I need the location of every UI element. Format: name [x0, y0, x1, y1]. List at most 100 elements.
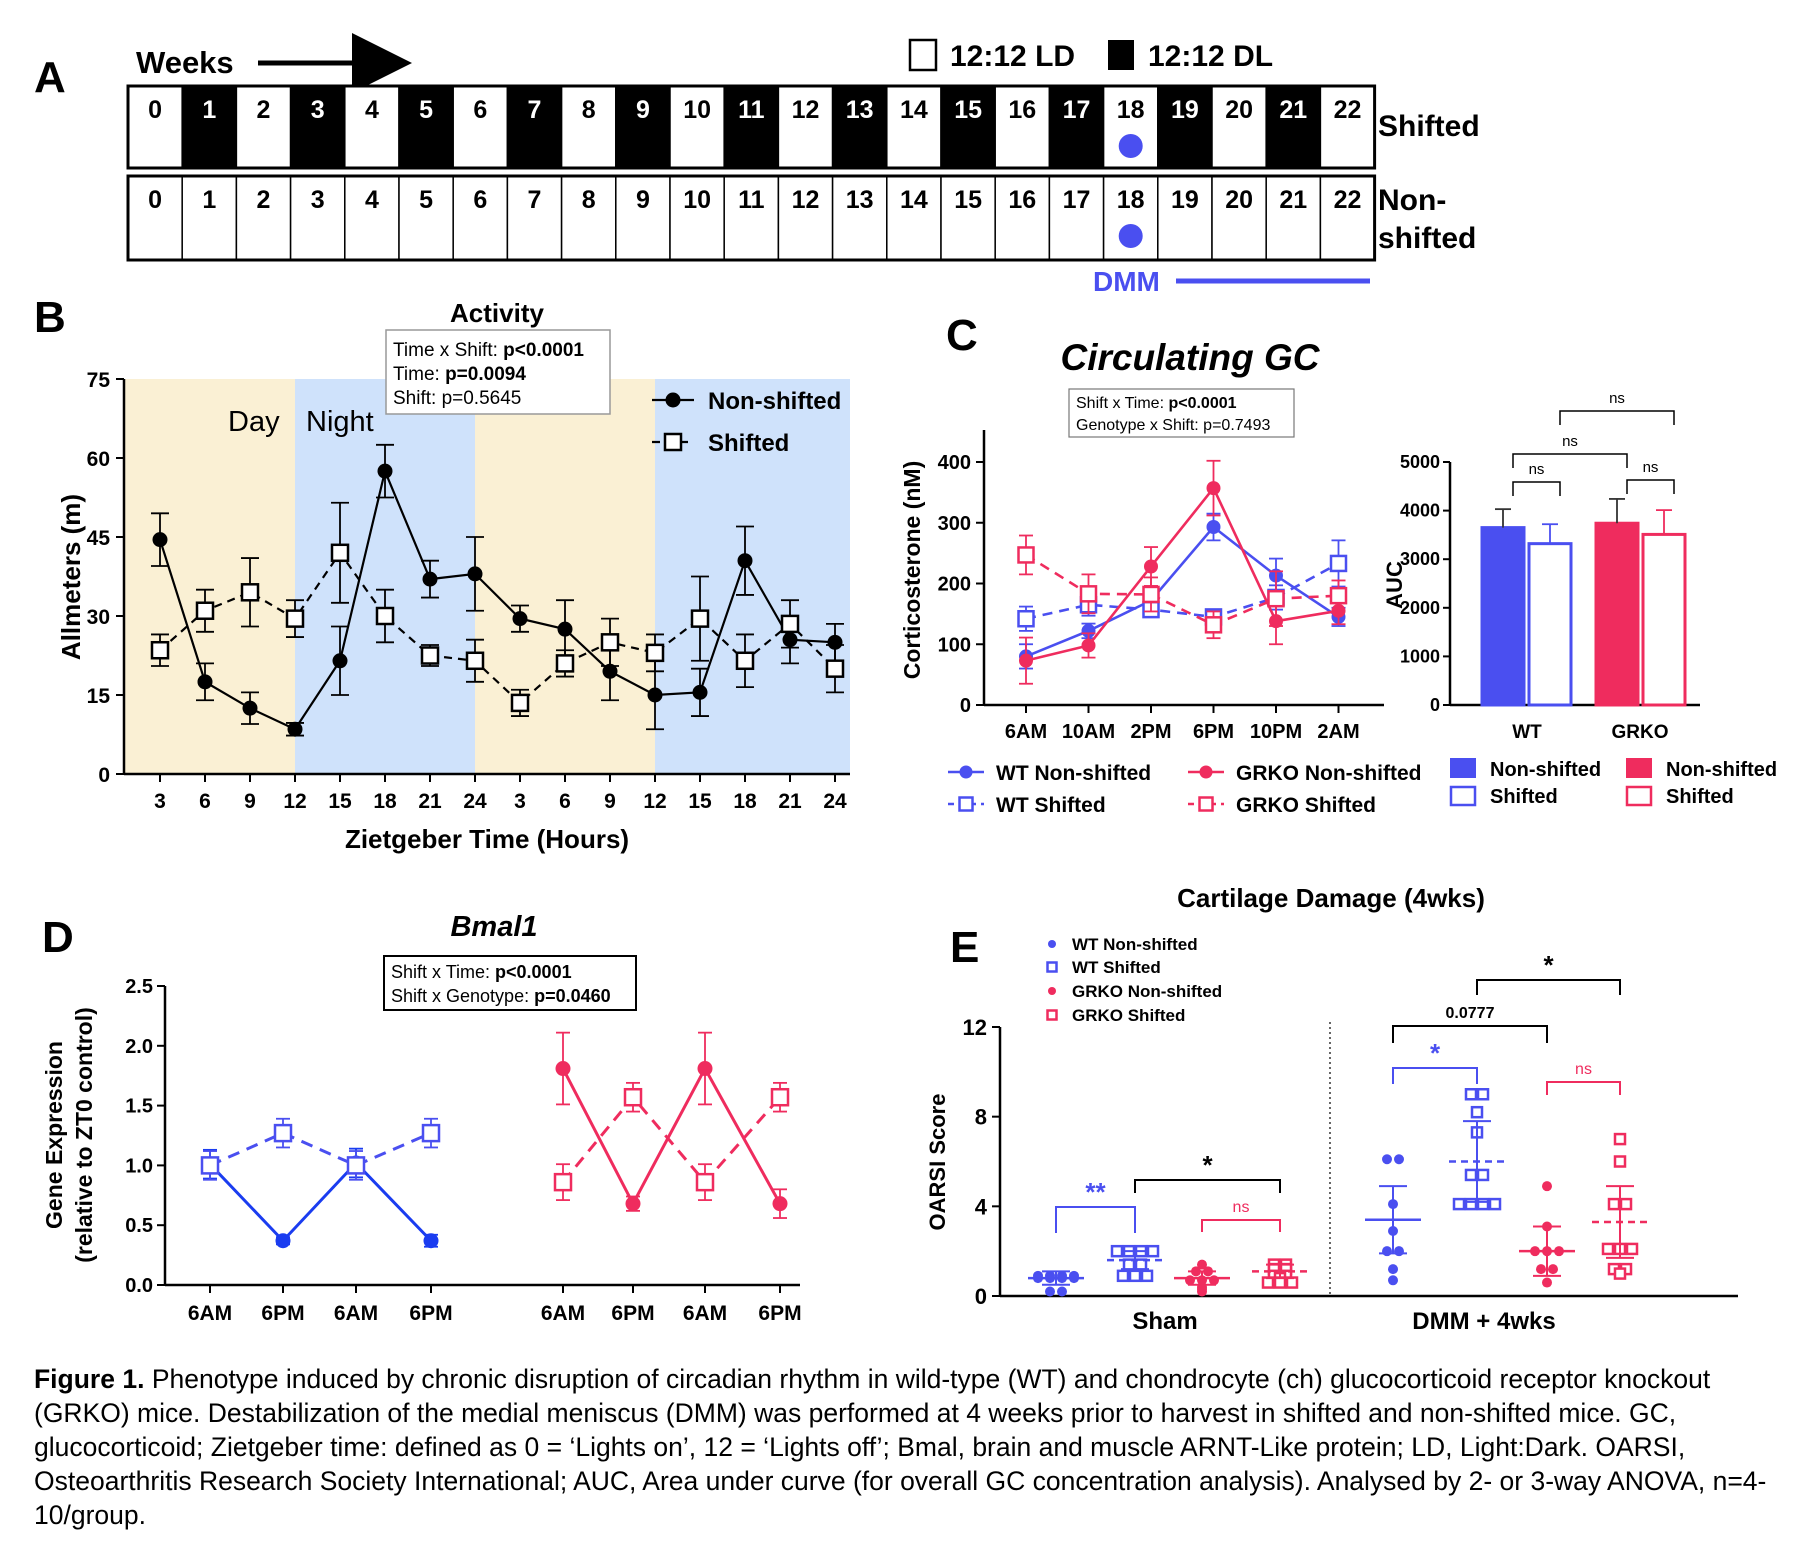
oarsi-point	[1464, 1088, 1478, 1101]
legend-dl-swatch	[1108, 40, 1134, 70]
day-label: Day	[228, 406, 280, 438]
y-tick-label: 0	[98, 764, 110, 787]
week-number: 8	[582, 96, 596, 124]
week-number: 10	[683, 96, 711, 124]
significance-bracket	[1201, 1219, 1281, 1232]
oarsi-point	[1197, 1286, 1207, 1297]
data-point	[287, 721, 303, 737]
data-point	[1017, 609, 1035, 628]
data-point	[1206, 481, 1221, 496]
chart-d-annotation-box	[383, 955, 637, 1011]
week-number: 19	[1171, 186, 1199, 214]
caption-bold: Figure 1.	[34, 1364, 145, 1394]
panel-label-a: A	[34, 53, 66, 102]
y-tick-label: 30	[87, 606, 110, 629]
x-tick-label: 10PM	[1250, 721, 1302, 743]
day-shading	[124, 379, 295, 774]
panel-c: C Circulating GC Shift x Time: p<0.0001 …	[899, 311, 1777, 817]
week-cell	[1319, 175, 1376, 261]
oarsi-point	[1625, 1242, 1639, 1256]
data-point	[735, 651, 755, 671]
x-tick-label: 12	[283, 790, 306, 813]
week-number: 14	[900, 96, 928, 124]
legend-marker	[665, 392, 681, 408]
y-axis-title: Gene Expression	[41, 1041, 67, 1229]
y-tick-label: 4000	[1400, 501, 1440, 521]
oarsi-point	[1613, 1155, 1627, 1168]
week-number: 8	[582, 186, 596, 214]
week-number: 9	[636, 186, 650, 214]
week-cell	[1048, 175, 1105, 261]
y-tick-label: 2000	[1400, 598, 1440, 618]
week-number: 4	[365, 96, 379, 124]
x-tick-label: 18	[733, 790, 757, 813]
x-tick-label: 3	[514, 790, 526, 813]
week-cell	[1157, 175, 1213, 261]
x-tick-label: 6	[559, 790, 571, 813]
series-line	[1025, 525, 1340, 658]
series-line	[1025, 562, 1340, 621]
week-cell	[831, 175, 888, 261]
activity-chart: Day Night 0 15 30 45 60 75 3 6 9 12 15 18 21 24 3 6 9 12 15 1…	[56, 369, 850, 854]
comparison-bracket	[1626, 479, 1675, 494]
oarsi-point	[1476, 1168, 1490, 1182]
week-number: 5	[419, 96, 433, 124]
week-number: 21	[1279, 186, 1307, 214]
significance-bracket	[1055, 1206, 1136, 1233]
legend-marker	[958, 796, 974, 812]
week-cell	[831, 85, 888, 169]
data-point	[1204, 616, 1223, 634]
data-point	[1329, 554, 1348, 573]
comparison-label: ns	[1609, 390, 1625, 407]
data-point	[555, 654, 575, 673]
y-tick-label: 1.5	[125, 1096, 153, 1118]
significance-label: ns	[1575, 1061, 1592, 1078]
x-tick-label: 2AM	[1317, 721, 1359, 743]
week-number: 16	[1008, 186, 1036, 214]
data-point	[1267, 589, 1285, 608]
oarsi-point	[1388, 1264, 1398, 1275]
auc-bar	[1594, 521, 1640, 707]
oarsi-point	[1476, 1088, 1490, 1101]
x-tick-label: 6AM	[683, 1302, 727, 1325]
chart-e-title: Cartilage Damage (4wks)	[1177, 883, 1485, 913]
legend-label: WT Shifted	[1072, 958, 1161, 977]
data-point	[645, 643, 665, 663]
x-tick-label: 10AM	[1062, 721, 1115, 743]
night-label: Night	[306, 406, 374, 438]
significance-bracket	[1134, 1179, 1281, 1193]
week-grid: 0 1 2 3 4 5 6 7 8 9 10 11 12 13 14 15 16 17 18 19 20 21 220 1 2 3…	[126, 84, 1377, 262]
week-cell	[506, 175, 563, 261]
data-point	[423, 1233, 439, 1249]
x-tick-label: 6AM	[1005, 721, 1047, 743]
legend-label: Non-shifted	[708, 388, 841, 415]
chart-c-annotation-line2: Genotype x Shift: p=0.7493	[1076, 417, 1270, 434]
data-point	[1017, 546, 1035, 564]
dmm-timepoint-dot	[1118, 224, 1143, 248]
x-tick-label: 6AM	[541, 1302, 585, 1325]
oarsi-point	[1110, 1244, 1124, 1258]
auc-bar	[1480, 526, 1526, 707]
week-number: 14	[900, 186, 928, 214]
week-number: 18	[1117, 96, 1145, 124]
x-tick-label: 2PM	[1130, 721, 1171, 743]
chart-d-annotation-line2: Shift x Genotype: p=0.0460	[391, 986, 611, 1006]
week-number: 22	[1334, 186, 1362, 214]
x-tick-label: 15	[688, 790, 712, 813]
week-number: 11	[738, 186, 765, 214]
x-tick-label: 6PM	[1193, 721, 1234, 743]
data-point	[1144, 559, 1158, 574]
legend-label: Non-shifted	[1666, 759, 1777, 781]
panel-b: B Activity Day Night 0 15 30 45 60 75 3 6 9 12 15 18 2…	[34, 293, 850, 854]
oarsi-point	[1394, 1154, 1404, 1165]
auc-bar	[1527, 542, 1573, 707]
week-number: 11	[738, 96, 765, 124]
row-label-line: shifted	[1378, 222, 1476, 255]
panel-label-d: D	[42, 913, 74, 962]
x-tick-label: 9	[604, 790, 616, 813]
y-tick-label: 0	[960, 695, 971, 717]
data-point	[346, 1156, 366, 1175]
y-tick-label: 0	[975, 1284, 987, 1309]
